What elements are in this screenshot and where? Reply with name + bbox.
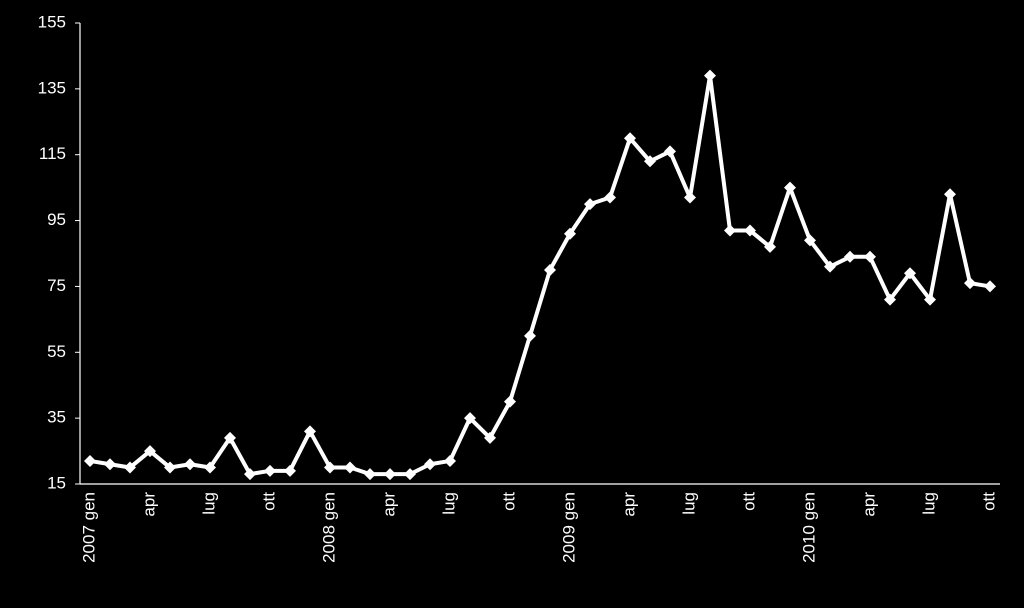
marker — [784, 181, 796, 194]
marker — [104, 458, 116, 471]
y-tick-label: 135 — [38, 78, 66, 97]
marker — [444, 454, 456, 467]
marker — [564, 227, 576, 240]
x-tick-label: apr — [139, 492, 158, 517]
y-tick-label: 15 — [47, 473, 66, 492]
x-tick-label: apr — [379, 492, 398, 517]
x-tick-label: ott — [499, 492, 518, 511]
marker — [424, 458, 436, 471]
marker — [604, 191, 616, 204]
x-tick-label: ott — [739, 492, 758, 511]
y-tick-label: 75 — [47, 276, 66, 295]
marker — [904, 267, 916, 280]
marker — [224, 431, 236, 444]
x-tick-label: apr — [619, 492, 638, 517]
marker — [284, 464, 296, 477]
x-tick-label: ott — [259, 492, 278, 511]
marker — [744, 224, 756, 237]
marker — [204, 461, 216, 474]
marker — [944, 188, 956, 201]
marker — [404, 468, 416, 481]
marker — [684, 191, 696, 204]
x-tick-label: 2008 gen — [319, 492, 338, 563]
x-tick-label: 2010 gen — [799, 492, 818, 563]
marker — [184, 458, 196, 471]
marker — [584, 198, 596, 211]
marker — [484, 431, 496, 444]
x-tick-label: lug — [679, 492, 698, 515]
marker — [984, 280, 996, 293]
y-tick-label: 55 — [47, 342, 66, 361]
marker — [304, 425, 316, 438]
marker — [144, 445, 156, 458]
x-tick-label: 2009 gen — [559, 492, 578, 563]
marker — [844, 250, 856, 263]
marker — [364, 468, 376, 481]
marker — [344, 461, 356, 474]
line — [89, 73, 991, 477]
marker — [804, 234, 816, 247]
marker — [664, 145, 676, 158]
marker — [864, 250, 876, 263]
marker — [824, 260, 836, 273]
y-tick-label: 95 — [47, 210, 66, 229]
marker — [764, 240, 776, 253]
marker — [964, 277, 976, 290]
y-tick-label: 155 — [38, 12, 66, 31]
marker — [164, 461, 176, 474]
marker — [464, 412, 476, 425]
marker — [884, 293, 896, 306]
marker — [924, 293, 936, 306]
y-tick-label: 115 — [39, 144, 66, 163]
marker — [544, 263, 556, 276]
x-tick-label: lug — [919, 492, 938, 515]
marker — [264, 464, 276, 477]
marker — [324, 461, 336, 474]
marker — [84, 454, 96, 467]
x-tick-label: lug — [199, 492, 218, 515]
x-tick-label: 2007 gen — [79, 492, 98, 563]
marker — [704, 69, 716, 82]
marker — [624, 132, 636, 145]
marker — [244, 468, 256, 481]
marker — [644, 155, 656, 168]
marker — [724, 224, 736, 237]
x-tick-label: apr — [859, 492, 878, 517]
marker — [504, 395, 516, 408]
marker — [124, 461, 136, 474]
marker — [524, 329, 536, 342]
marker — [384, 468, 396, 481]
x-tick-label: lug — [439, 492, 458, 515]
x-tick-label: ott — [979, 492, 998, 511]
y-tick-label: 35 — [47, 408, 66, 427]
